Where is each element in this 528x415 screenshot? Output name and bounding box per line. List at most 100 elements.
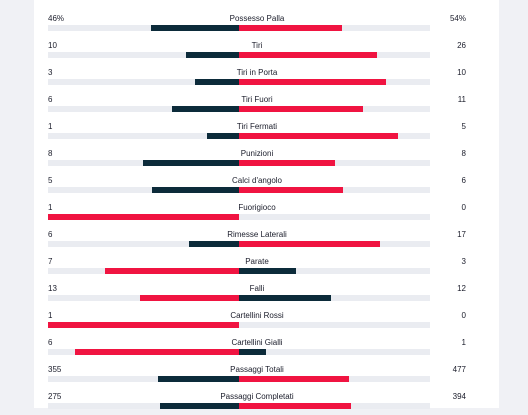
- comparison-bar: [48, 322, 430, 328]
- home-value: 7: [48, 257, 53, 266]
- stat-label: Tiri in Porta: [236, 68, 278, 77]
- away-value: 394: [452, 392, 466, 401]
- comparison-bar: [48, 106, 430, 112]
- home-bar: [158, 376, 239, 382]
- home-bar: [152, 187, 239, 193]
- comparison-bar: [48, 52, 430, 58]
- stat-row: 1 Fuorigioco 0: [48, 199, 466, 226]
- away-bar: [239, 349, 266, 355]
- away-bar: [239, 295, 331, 301]
- away-value: 0: [461, 311, 466, 320]
- home-bar: [160, 403, 239, 409]
- away-value: 3: [461, 257, 466, 266]
- stat-row: 8 Punizioni 8: [48, 145, 466, 172]
- away-bar: [239, 133, 398, 139]
- stat-row: 6 Rimesse Laterali 17: [48, 226, 466, 253]
- away-bar: [239, 376, 349, 382]
- home-value: 5: [48, 176, 53, 185]
- comparison-bar: [48, 349, 430, 355]
- away-bar: [239, 52, 377, 58]
- home-value: 1: [48, 311, 53, 320]
- comparison-bar: [48, 268, 430, 274]
- comparison-bar: [48, 160, 430, 166]
- comparison-bar: [48, 25, 430, 31]
- home-bar: [189, 241, 239, 247]
- away-bar: [239, 268, 296, 274]
- comparison-bar: [48, 214, 430, 220]
- stat-label: Punizioni: [240, 149, 274, 158]
- stat-label: Cartellini Rossi: [230, 311, 284, 320]
- stat-label: Passaggi Totali: [230, 365, 284, 374]
- home-value: 355: [48, 365, 62, 374]
- stat-row: 6 Tiri Fuori 11: [48, 91, 466, 118]
- stat-row: 13 Falli 12: [48, 280, 466, 307]
- away-value: 10: [457, 68, 466, 77]
- stat-label: Rimesse Laterali: [227, 230, 287, 239]
- stat-row: 355 Passaggi Totali 477: [48, 361, 466, 388]
- home-bar: [48, 214, 239, 220]
- stat-label: Cartellini Gialli: [231, 338, 283, 347]
- comparison-bar: [48, 376, 430, 382]
- home-bar: [186, 52, 239, 58]
- stat-label: Calci d'angolo: [231, 176, 282, 185]
- stat-row: 1 Cartellini Rossi 0: [48, 307, 466, 334]
- away-value: 1: [461, 338, 466, 347]
- away-bar: [239, 403, 351, 409]
- away-value: 0: [461, 203, 466, 212]
- home-value: 8: [48, 149, 53, 158]
- home-bar: [143, 160, 239, 166]
- home-value: 6: [48, 230, 53, 239]
- comparison-bar: [48, 187, 430, 193]
- comparison-bar: [48, 295, 430, 301]
- stat-row: 46% Possesso Palla 54%: [48, 10, 466, 37]
- away-value: 17: [457, 230, 466, 239]
- stat-row: 6 Cartellini Gialli 1: [48, 334, 466, 361]
- away-bar: [239, 79, 386, 85]
- away-bar: [239, 25, 342, 31]
- home-bar: [48, 322, 239, 328]
- comparison-bar: [48, 79, 430, 85]
- home-bar: [207, 133, 239, 139]
- home-value: 10: [48, 41, 57, 50]
- stat-label: Passaggi Completati: [220, 392, 294, 401]
- stat-label: Possesso Palla: [229, 14, 285, 23]
- away-value: 12: [457, 284, 466, 293]
- away-bar: [239, 106, 363, 112]
- stat-row: 10 Tiri 26: [48, 37, 466, 64]
- home-bar: [151, 25, 239, 31]
- stat-row: 1 Tiri Fermati 5: [48, 118, 466, 145]
- stat-row: 275 Passaggi Completati 394: [48, 388, 466, 415]
- home-bar: [140, 295, 239, 301]
- home-value: 6: [48, 95, 53, 104]
- home-bar: [172, 106, 239, 112]
- home-value: 1: [48, 122, 53, 131]
- stat-row: 5 Calci d'angolo 6: [48, 172, 466, 199]
- home-value: 1: [48, 203, 53, 212]
- away-value: 5: [461, 122, 466, 131]
- away-value: 8: [461, 149, 466, 158]
- home-bar: [195, 79, 239, 85]
- away-value: 6: [461, 176, 466, 185]
- away-value: 26: [457, 41, 466, 50]
- stat-row: 3 Tiri in Porta 10: [48, 64, 466, 91]
- stat-label: Parate: [245, 257, 269, 266]
- home-bar: [105, 268, 239, 274]
- away-value: 11: [457, 95, 466, 104]
- stat-label: Falli: [249, 284, 265, 293]
- stat-label: Tiri: [251, 41, 263, 50]
- away-bar: [239, 241, 380, 247]
- home-bar: [75, 349, 239, 355]
- stat-label: Fuorigioco: [238, 203, 276, 212]
- home-value: 6: [48, 338, 53, 347]
- stat-label: Tiri Fuori: [241, 95, 273, 104]
- home-value: 275: [48, 392, 62, 401]
- stat-row: 7 Parate 3: [48, 253, 466, 280]
- match-stats-panel: 46% Possesso Palla 54% 10 Tiri 26 3 Tiri in Por…: [34, 0, 499, 409]
- comparison-bar: [48, 241, 430, 247]
- home-value: 3: [48, 68, 53, 77]
- stat-label: Tiri Fermati: [236, 122, 278, 131]
- comparison-bar: [48, 133, 430, 139]
- away-bar: [239, 187, 343, 193]
- away-value: 54%: [449, 14, 466, 23]
- comparison-bar: [48, 403, 430, 409]
